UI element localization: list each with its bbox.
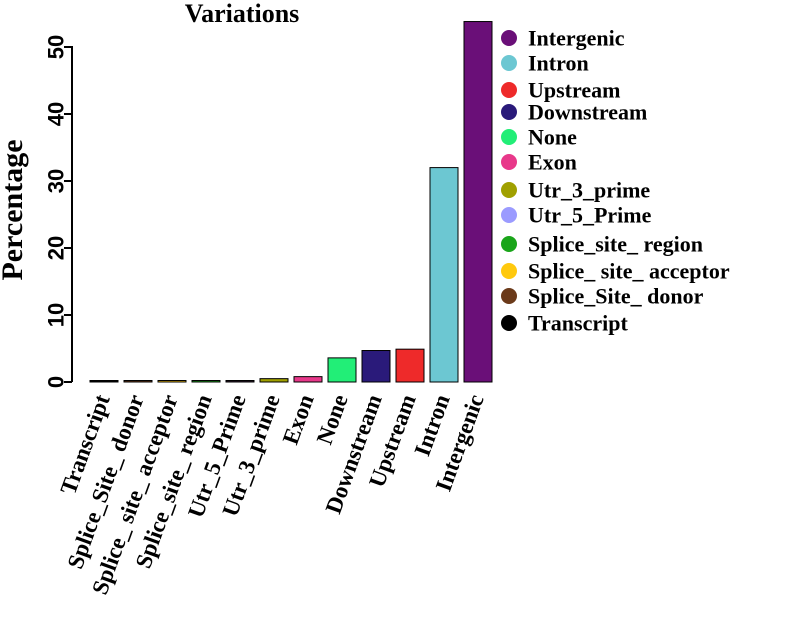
y-axis-label: Percentage [0,139,29,280]
legend-label: Intergenic [528,25,625,50]
bar-utr-3-prime [259,378,289,383]
bar-intron [429,167,459,383]
y-tick-label: 0 [44,376,69,388]
legend-swatch [501,30,517,46]
legend: IntergenicIntronUpstreamDownstreamNoneEx… [501,25,730,335]
legend-label: Exon [528,149,577,174]
y-tick-label: 40 [44,102,69,126]
bar-none [327,357,357,383]
legend-swatch [501,82,517,98]
legend-label: Splice_Site_ donor [528,283,704,308]
legend-label: Utr_3_prime [528,177,650,202]
bar-transcript [89,380,119,383]
legend-swatch [501,315,517,331]
bar-utr-5-prime [225,380,255,383]
y-tick-label: 30 [44,169,69,193]
legend-swatch [501,263,517,279]
bar-exon [293,376,323,383]
legend-label: Intron [528,50,589,75]
legend-label: Transcript [528,310,628,335]
bar-splice-site-acceptor [157,380,187,383]
bar-downstream [361,350,391,383]
bar-splice-site-donor [123,380,153,383]
legend-swatch [501,207,517,223]
legend-swatch [501,182,517,198]
legend-swatch [501,288,517,304]
bars [89,21,493,383]
bar-splice-site-region [191,380,221,383]
y-tick-label: 10 [44,303,69,327]
legend-swatch [501,104,517,120]
legend-label: Splice_ site_ acceptor [528,258,730,283]
bar-upstream [395,348,425,383]
legend-swatch [501,236,517,252]
legend-label: Downstream [528,99,647,124]
y-tick-label: 20 [44,236,69,260]
y-tick-label: 50 [44,35,69,59]
legend-swatch [501,55,517,71]
legend-label: Splice_site_ region [528,231,703,256]
legend-swatch [501,129,517,145]
chart-title: Variations [185,0,300,28]
legend-label: None [528,124,577,149]
legend-label: Upstream [528,77,620,102]
legend-label: Utr_5_Prime [528,202,652,227]
legend-swatch [501,154,517,170]
bar-intergenic [463,21,493,383]
y-ticks: 0 10 20 30 40 50 [44,35,72,388]
